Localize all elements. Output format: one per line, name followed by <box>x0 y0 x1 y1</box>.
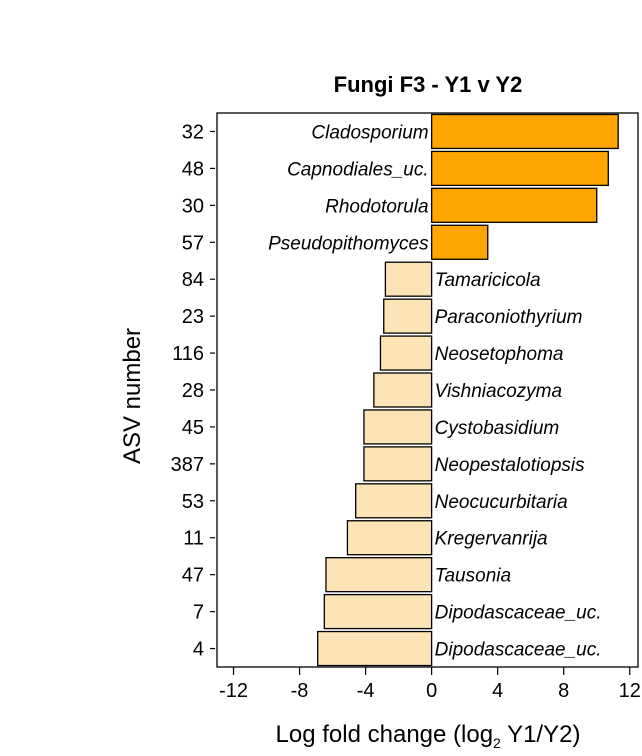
y-tick-label: 7 <box>193 602 204 624</box>
taxon-label: Cystobasidium <box>435 418 560 439</box>
taxon-label: Vishniacozyma <box>435 381 562 402</box>
taxon-label: Dipodascaceae_uc. <box>435 640 602 661</box>
bar-asv-4 <box>317 630 433 667</box>
bar-asv-45 <box>363 409 433 445</box>
taxon-label: Capnodiales_uc. <box>287 159 429 180</box>
bar-asv-387 <box>363 446 433 482</box>
y-tick-label: 23 <box>182 306 204 328</box>
taxon-label: Neopestalotiopsis <box>435 455 585 476</box>
taxon-label: Kregervanrija <box>435 529 548 550</box>
x-axis-label: Log fold change (log2 Y1/Y2) <box>276 721 581 751</box>
y-tick-label: 116 <box>172 343 204 365</box>
y-tick-label: 4 <box>193 639 204 661</box>
plot-frame <box>216 112 639 668</box>
taxon-label: Tausonia <box>435 566 511 587</box>
taxon-label: Neosetophoma <box>435 344 564 365</box>
x-axis-label-tail: Y1/Y2) <box>501 721 581 748</box>
taxon-label: Paraconiothyrium <box>435 307 583 328</box>
chart-title: Fungi F3 - Y1 v Y2 <box>334 72 523 97</box>
taxon-label: Dipodascaceae_uc. <box>435 603 602 624</box>
bar-asv-116 <box>379 335 433 371</box>
y-tick-label: 48 <box>182 158 204 180</box>
y-axis-ticks: 32 48 30 57 84 23 116 28 45 387 53 11 47 7 4 <box>171 121 215 661</box>
taxon-label: Rhodotorula <box>325 196 429 217</box>
taxon-label: Neocucurbitaria <box>435 492 568 513</box>
x-tick-label: 0 <box>426 680 437 702</box>
bar-asv-48 <box>430 150 609 187</box>
bar-asv-7 <box>323 593 433 630</box>
bar-asv-28 <box>373 372 433 408</box>
y-tick-label: 57 <box>182 232 204 254</box>
bars-group: Cladosporium Capnodiales_uc. Rhodotorula Ps… <box>268 113 619 667</box>
x-axis-label-subscript: 2 <box>493 735 501 751</box>
y-tick-label: 11 <box>183 528 204 550</box>
y-tick-label: 28 <box>182 380 204 402</box>
x-axis-label-main: Log fold change (log <box>276 721 494 748</box>
y-tick-label: 32 <box>182 121 204 143</box>
bar-asv-30 <box>430 187 598 223</box>
y-tick-label: 45 <box>182 417 204 439</box>
y-tick-label: 387 <box>171 454 204 476</box>
bar-asv-53 <box>355 483 433 519</box>
y-axis-label: ASV number <box>119 328 146 464</box>
x-tick-label: 12 <box>619 680 641 702</box>
taxon-label: Cladosporium <box>311 122 428 143</box>
bar-asv-23 <box>383 298 433 334</box>
x-tick-label: 4 <box>492 680 503 702</box>
taxon-label: Pseudopithomyces <box>268 233 429 254</box>
plot-area: Cladosporium Capnodiales_uc. Rhodotorula Ps… <box>171 112 641 702</box>
taxon-label: Tamaricicola <box>435 270 541 291</box>
x-axis-ticks: -12 -8 -4 0 4 8 12 <box>219 667 641 702</box>
bar-asv-84 <box>384 261 433 297</box>
bar-asv-11 <box>346 520 433 556</box>
x-tick-label: -8 <box>291 680 309 702</box>
x-tick-label: -12 <box>219 680 248 702</box>
bar-asv-32 <box>430 113 619 150</box>
x-tick-label: 8 <box>558 680 569 702</box>
y-tick-label: 47 <box>182 565 204 587</box>
y-tick-label: 84 <box>182 269 204 291</box>
bar-asv-57 <box>430 224 489 260</box>
bar-asv-47 <box>325 557 433 593</box>
y-tick-label: 30 <box>182 195 204 217</box>
x-tick-label: -4 <box>357 680 375 702</box>
y-tick-label: 53 <box>182 491 204 513</box>
